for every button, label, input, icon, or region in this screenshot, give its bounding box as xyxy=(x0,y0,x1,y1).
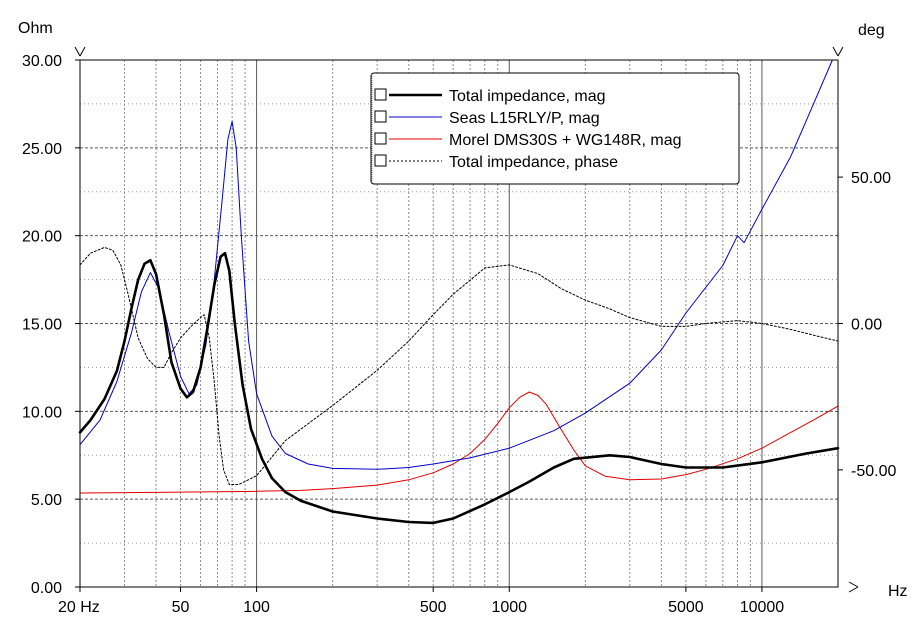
x-tick-label: 20 Hz xyxy=(58,599,100,616)
legend-label: Total impedance, mag xyxy=(449,88,606,105)
y-right-axis-ticks: -50.00 0.00 50.00 xyxy=(838,170,896,480)
x-tick-label: 500 xyxy=(420,599,447,616)
y-left-tick-label: 10.00 xyxy=(22,404,62,421)
legend-label: Seas L15RLY/P, mag xyxy=(449,110,600,127)
legend-checkbox xyxy=(374,88,387,101)
legend: Total impedance, mag Seas L15RLY/P, mag Mo… xyxy=(370,72,740,185)
series-line-0 xyxy=(78,251,840,525)
y-left-tick-label: 15.00 xyxy=(22,317,62,334)
x-tick-label: 10000 xyxy=(740,599,785,616)
y-left-tick-label: 0.00 xyxy=(31,580,62,597)
y-left-tick-label: 5.00 xyxy=(31,492,62,509)
legend-label: Total impedance, phase xyxy=(449,154,618,171)
y-right-tick-label: 50.00 xyxy=(851,170,891,187)
series-layer xyxy=(78,59,840,525)
y-right-tick-label: -50.00 xyxy=(851,463,896,480)
x-axis-ticks: 20 Hz 50 100 500 1000 5000 10000 xyxy=(58,587,784,616)
y-left-tick-label: 20.00 xyxy=(22,229,62,246)
legend-box xyxy=(370,72,740,185)
y-left-tick-label: 30.00 xyxy=(22,53,62,70)
series-line-3 xyxy=(79,246,839,485)
y-left-unit-label: Ohm xyxy=(18,20,53,37)
y-right-axis-arrow xyxy=(832,46,844,57)
x-axis-arrow xyxy=(848,581,859,593)
x-tick-label: 50 xyxy=(172,599,190,616)
x-tick-label: 100 xyxy=(243,599,270,616)
y-left-tick-label: 25.00 xyxy=(22,141,62,158)
y-left-axis-ticks: 0.00 5.00 10.00 15.00 20.00 25.00 30.00 xyxy=(22,53,80,597)
x-tick-label: 1000 xyxy=(491,599,527,616)
y-right-tick-label: 0.00 xyxy=(851,317,882,334)
y-left-axis-arrow xyxy=(74,46,86,57)
legend-checkbox xyxy=(374,132,387,145)
x-unit-label: Hz xyxy=(888,583,908,600)
legend-checkbox xyxy=(374,110,387,123)
y-right-unit-label: deg xyxy=(858,22,885,39)
x-tick-label: 5000 xyxy=(668,599,704,616)
legend-checkbox xyxy=(374,154,387,167)
legend-label: Morel DMS30S + WG148R, mag xyxy=(449,132,682,149)
